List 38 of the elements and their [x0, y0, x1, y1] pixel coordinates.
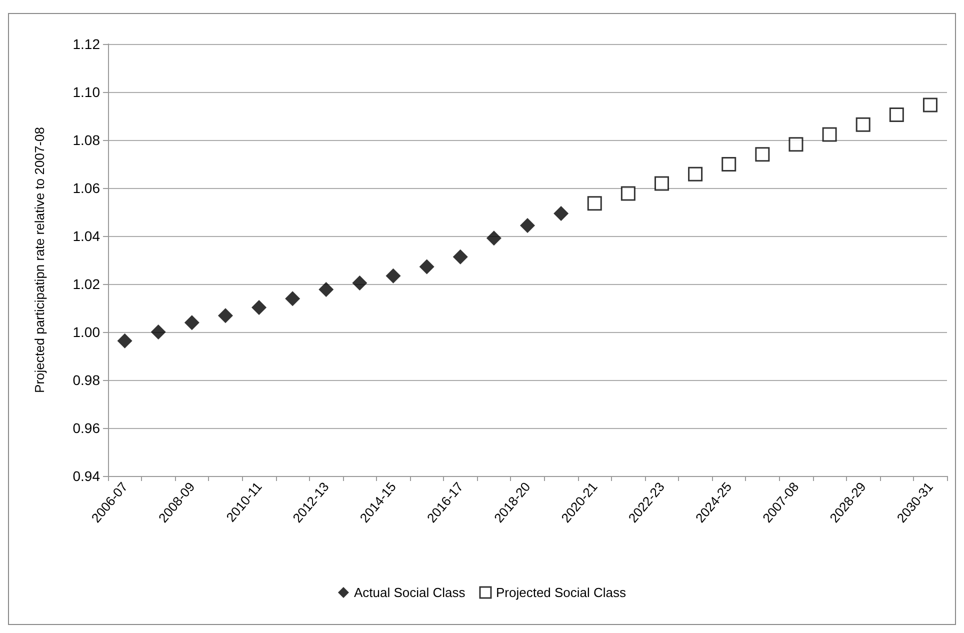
point: [788, 137, 804, 152]
y-tick-label: 1.08: [72, 132, 100, 148]
point: [587, 196, 602, 211]
point: [520, 218, 535, 233]
y-tick-label: 0.96: [72, 420, 100, 436]
y-tick-label: 1.04: [72, 228, 100, 244]
legend-label: Projected Social Class: [496, 585, 627, 600]
y-tick-label: 1.02: [72, 276, 100, 292]
point: [252, 300, 267, 316]
point: [184, 315, 200, 330]
y-tick-label: 1.06: [72, 180, 100, 196]
y-tick-label: 0.98: [72, 372, 100, 388]
point: [688, 166, 703, 182]
point: [386, 268, 401, 284]
point: [150, 324, 166, 340]
point: [922, 98, 938, 112]
point: [554, 206, 569, 221]
point: [856, 117, 870, 132]
point: [722, 156, 736, 172]
point: [486, 230, 502, 246]
point: [352, 276, 368, 291]
point: [822, 127, 837, 142]
y-tick-label: 0.94: [72, 468, 100, 484]
y-tick-label: 1.00: [72, 324, 100, 340]
point: [285, 291, 300, 306]
point: [654, 176, 669, 191]
point: [218, 308, 233, 324]
point: [755, 147, 770, 162]
y-tick-label: 1.12: [72, 36, 100, 52]
point: [620, 186, 636, 201]
legend-label: Actual Social Class: [354, 585, 466, 600]
point: [889, 108, 904, 122]
y-tick-label: 1.10: [72, 84, 100, 100]
point: [117, 333, 132, 348]
point: [419, 259, 434, 274]
point: [452, 249, 468, 264]
y-axis-title: Projected participatipn rate relative to 2007-08: [32, 127, 47, 393]
point: [318, 282, 334, 298]
